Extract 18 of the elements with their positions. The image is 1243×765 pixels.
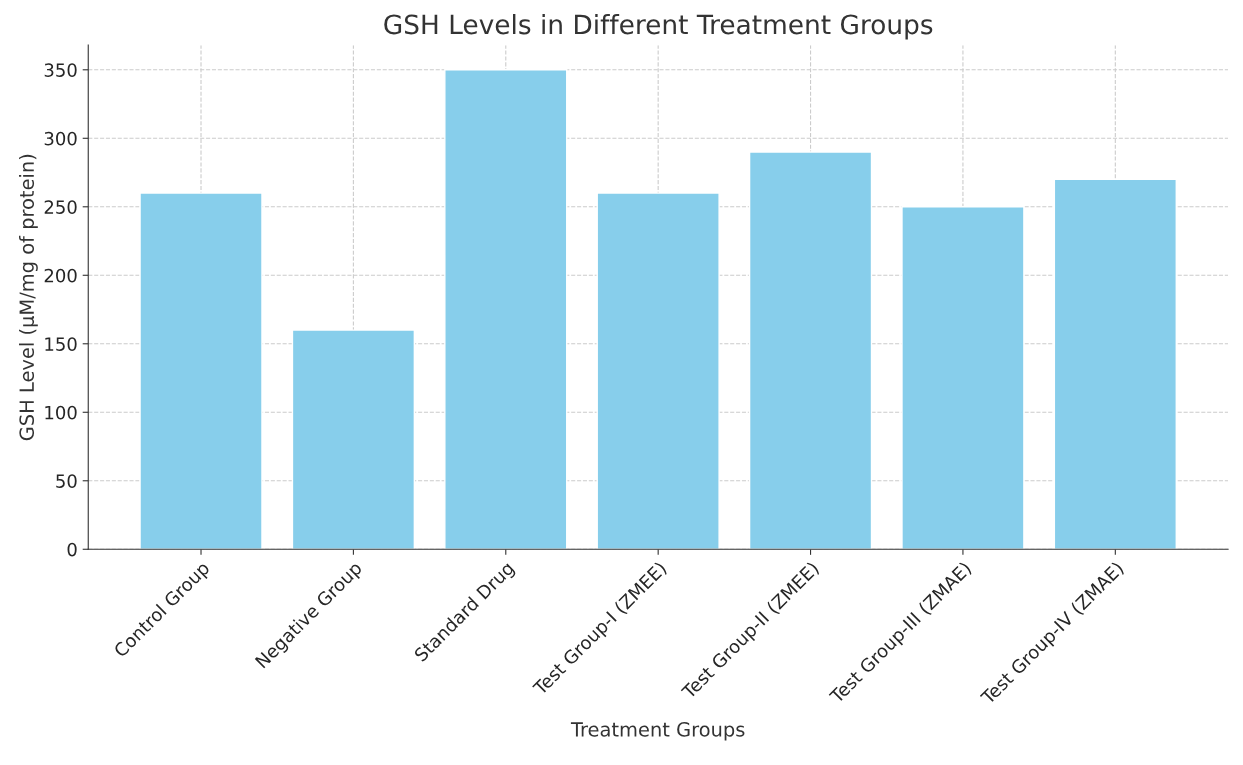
y-tick-label: 50 xyxy=(56,474,77,488)
y-axis-title: GSH Level (µM/mg of protein) xyxy=(19,154,38,441)
y-tick-label: 350 xyxy=(44,63,77,77)
bar xyxy=(1053,178,1177,550)
y-tick-label: 100 xyxy=(45,405,77,420)
bar xyxy=(748,151,873,550)
y-tick-label: 200 xyxy=(44,268,77,283)
bar xyxy=(291,329,416,550)
bar xyxy=(901,206,1025,550)
y-tick-label: 250 xyxy=(44,200,77,214)
x-axis-title: Treatment Groups xyxy=(570,722,745,741)
bar xyxy=(596,192,720,550)
y-tick-label: 300 xyxy=(44,131,77,146)
y-tick-label: 0 xyxy=(67,542,77,557)
bar xyxy=(139,192,263,550)
chart-title: GSH Levels in Different Treatment Groups xyxy=(384,13,933,40)
y-tick-label: 150 xyxy=(45,337,77,351)
bar xyxy=(444,69,568,550)
